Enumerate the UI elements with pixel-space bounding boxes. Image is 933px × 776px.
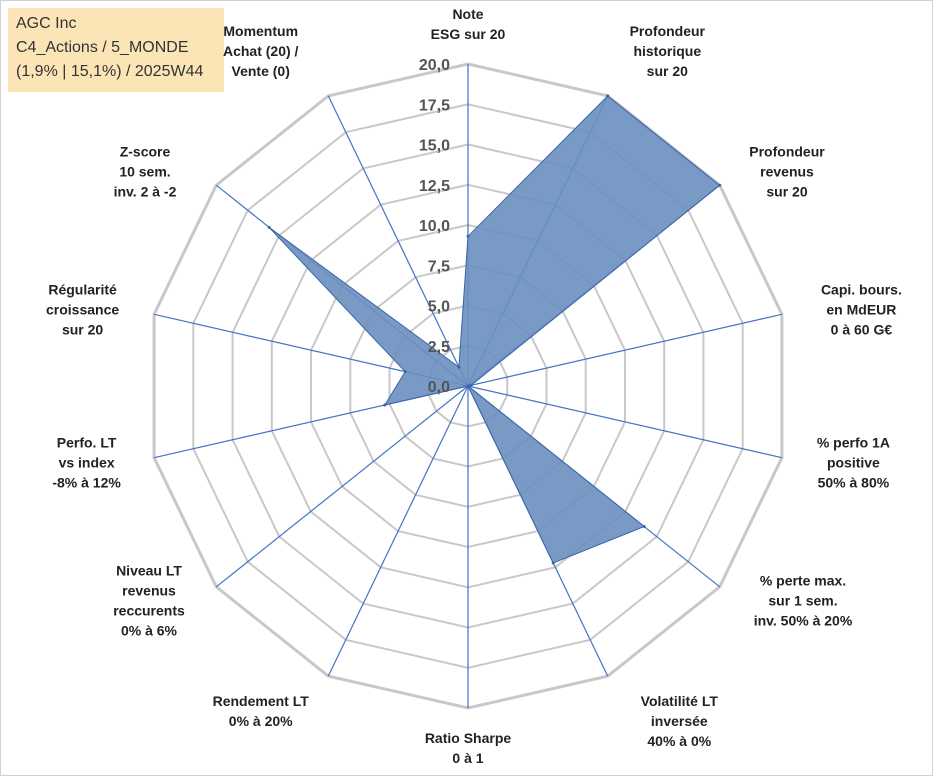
- data-point-2: [606, 94, 610, 98]
- axis-label-14: Momentum Achat (20) / Vente (0): [223, 23, 299, 79]
- tick-label: 15,0: [419, 138, 450, 155]
- axis-line-4: [467, 313, 783, 387]
- axis-line-9: [327, 385, 469, 677]
- axis-label-12: Régularité croissance sur 20: [46, 282, 119, 338]
- category-label: C4_Actions / 5_MONDE: [16, 39, 189, 56]
- axis-line-10: [215, 385, 469, 588]
- axis-label-6: % perte max. sur 1 sem. inv. 50% à 20%: [754, 573, 853, 629]
- data-point-10: [466, 384, 470, 388]
- company-name: AGC Inc: [16, 15, 77, 32]
- tick-label: 0,0: [428, 379, 450, 396]
- axis-label-11: Perfo. LT vs index -8% à 12%: [52, 435, 121, 491]
- tick-labels-layer: 0,0 2,5 5,0 7,5 10,0 12,5 15,0 17,5 20,0: [419, 57, 450, 396]
- axis-label-4: Capi. bours. en MdEUR 0 à 60 G€: [821, 282, 902, 338]
- axis-label-1: Note ESG sur 20: [431, 6, 506, 42]
- tick-label: 2,5: [428, 339, 450, 356]
- axis-label-3: Profondeur revenus sur 20: [749, 144, 825, 200]
- axis-line-14: [327, 95, 469, 387]
- data-point-12: [403, 370, 407, 374]
- data-point-11: [383, 403, 387, 407]
- axis-label-10: Niveau LT revenus reccurents 0% à 6%: [113, 563, 185, 639]
- axis-label-2: Profondeur historique sur 20: [630, 23, 706, 79]
- axis-label-5: % perfo 1A positive 50% à 80%: [817, 435, 890, 491]
- data-point-4: [469, 383, 473, 387]
- tick-label: 12,5: [419, 178, 450, 195]
- axis-label-8: Ratio Sharpe 0 à 1: [425, 730, 512, 766]
- data-point-1: [466, 234, 470, 238]
- axis-line-5: [467, 385, 783, 459]
- tick-label: 20,0: [419, 57, 450, 74]
- data-point-13: [267, 225, 271, 229]
- data-point-7: [551, 561, 555, 565]
- chart-title-box: AGC Inc C4_Actions / 5_MONDE (1,9% | 15,…: [8, 8, 224, 92]
- axis-label-9: Rendement LT 0% à 20%: [213, 693, 310, 729]
- axis-label-7: Volatilité LT inversée 40% à 0%: [641, 693, 719, 749]
- data-area: [268, 95, 721, 564]
- stats-label: (1,9% | 15,1%) / 2025W44: [16, 63, 204, 80]
- tick-label: 10,0: [419, 218, 450, 235]
- tick-label: 5,0: [428, 299, 450, 316]
- data-point-14: [457, 365, 461, 369]
- tick-label: 17,5: [419, 97, 450, 114]
- data-point-6: [642, 525, 646, 528]
- axis-labels-layer: Note ESG sur 20 Profondeur historique sur 20…: [46, 6, 902, 766]
- axis-label-13: Z-score 10 sem. inv. 2 à -2: [114, 144, 177, 200]
- data-layer: [267, 94, 722, 565]
- data-point-3: [718, 183, 722, 187]
- tick-label: 7,5: [428, 258, 450, 275]
